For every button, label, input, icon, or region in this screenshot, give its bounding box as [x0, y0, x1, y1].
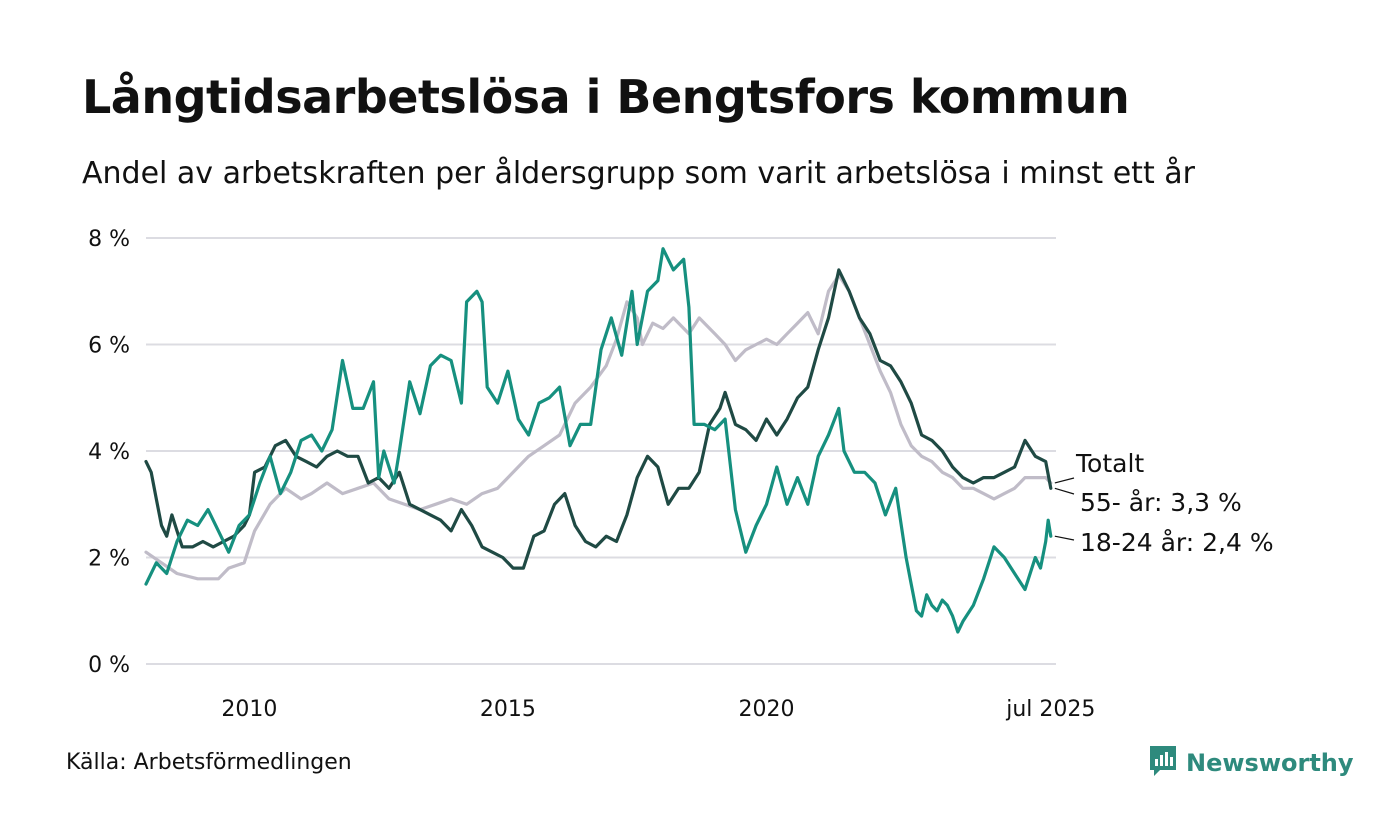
brand-name: Newsworthy [1186, 749, 1354, 777]
annotation-total: Totalt [1075, 449, 1144, 478]
y-axis-ticks: 0 % 2 % 4 % 6 % 8 % [88, 227, 130, 678]
annotation-18-24: 18-24 år: 2,4 % [1080, 528, 1274, 557]
newsworthy-logo-icon [1148, 744, 1178, 782]
x-axis-ticks: 2010 2015 2020 jul 2025 [221, 697, 1095, 722]
annotation-total-leader [1054, 477, 1075, 484]
series-line-55 [144, 268, 1053, 570]
x-tick-label: 2010 [221, 697, 277, 722]
chart-subtitle: Andel av arbetskraften per åldersgrupp s… [82, 156, 1195, 191]
y-tick-label: 8 % [88, 227, 130, 252]
gridlines [146, 237, 1056, 665]
series-line-18-24 [144, 247, 1053, 634]
y-tick-label: 6 % [88, 334, 130, 359]
y-tick-label: 0 % [88, 653, 130, 678]
x-tick-label: 2015 [480, 697, 536, 722]
x-tick-label: 2020 [738, 697, 794, 722]
chart-title: Långtidsarbetslösa i Bengtsfors kommun [82, 70, 1130, 124]
y-tick-label: 2 % [88, 547, 130, 572]
x-tick-label: jul 2025 [1005, 697, 1095, 722]
brand-logo: Newsworthy [1148, 744, 1354, 782]
annotation-55-leader [1054, 487, 1075, 495]
y-tick-label: 4 % [88, 440, 130, 465]
series-annotations: Totalt 55- år: 3,3 % 18-24 år: 2,4 % [1054, 449, 1274, 557]
source-note: Källa: Arbetsförmedlingen [66, 750, 352, 775]
series-lines [144, 247, 1053, 634]
series-line-total [144, 273, 1053, 581]
annotation-18-24-leader [1054, 535, 1075, 541]
annotation-55: 55- år: 3,3 % [1080, 488, 1242, 517]
